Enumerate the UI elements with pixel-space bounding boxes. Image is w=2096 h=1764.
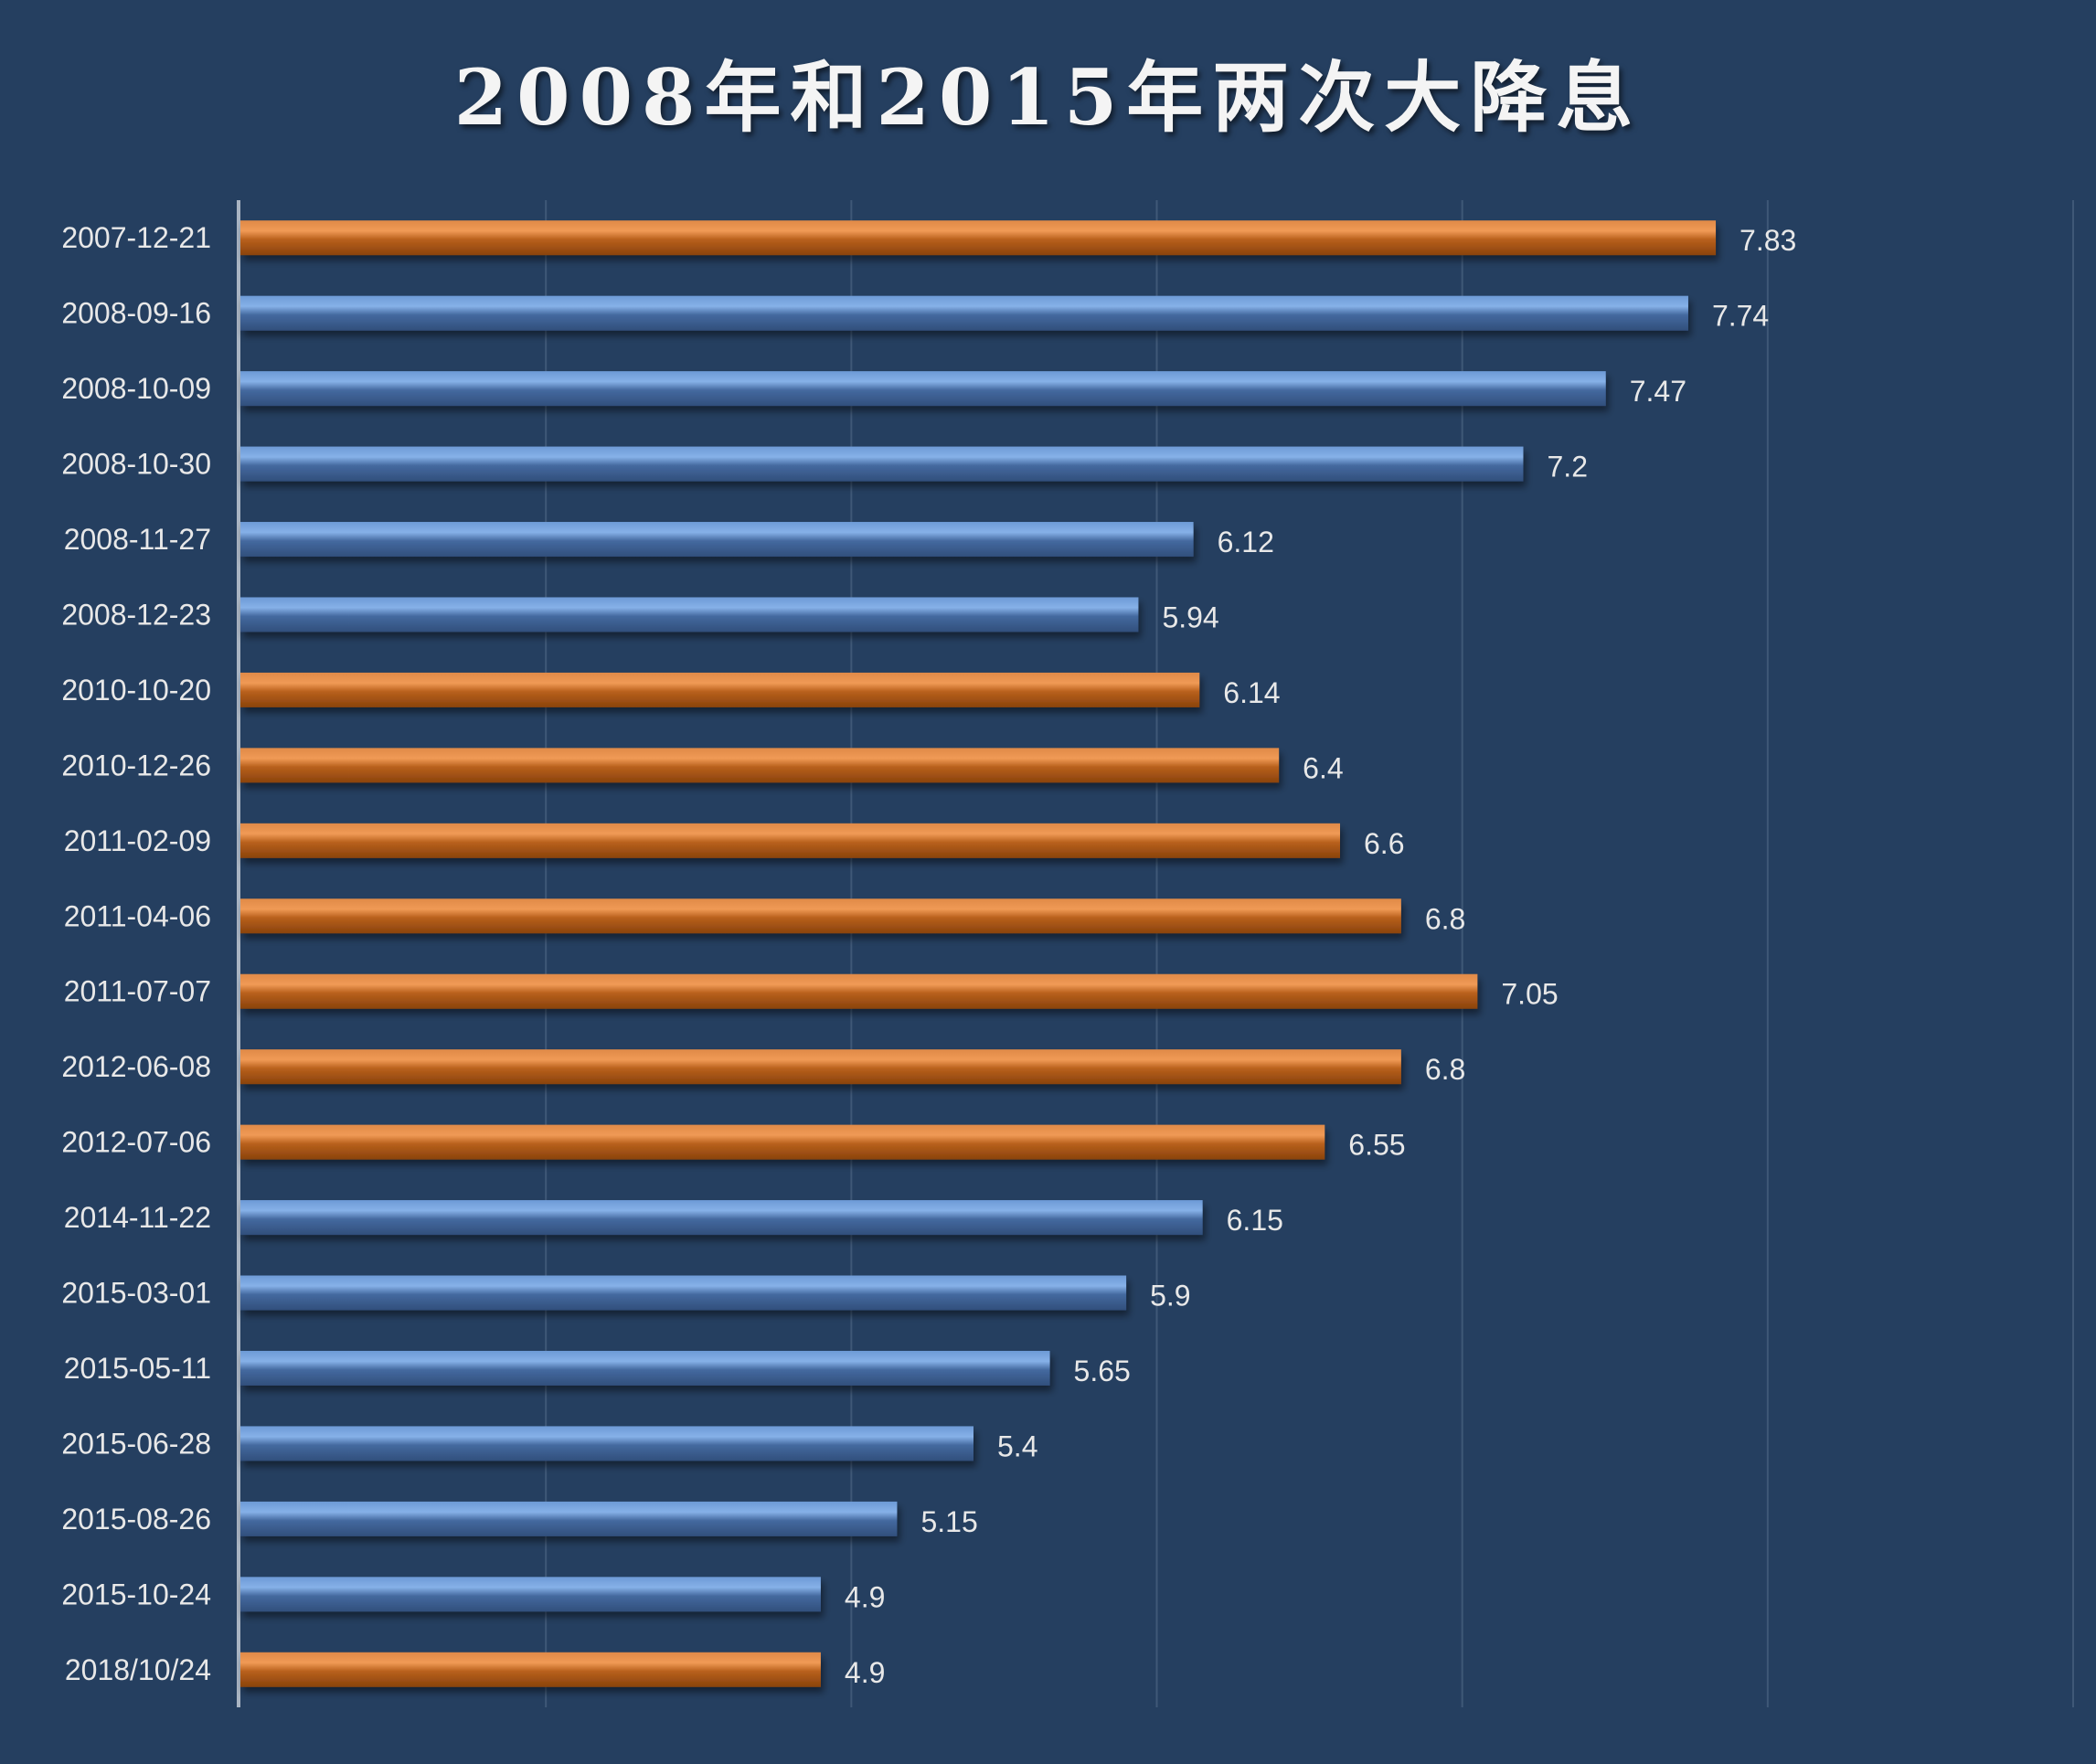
data-label: 6.6 <box>1364 827 1404 860</box>
data-label: 6.12 <box>1218 526 1274 558</box>
category-label: 2015-03-01 <box>61 1277 211 1310</box>
bar-2008-10-30 <box>240 446 1524 482</box>
bar-2008-12-23 <box>240 597 1139 632</box>
data-label: 5.15 <box>920 1505 977 1538</box>
category-label: 2014-11-22 <box>64 1201 211 1234</box>
bar-2007-12-21 <box>240 220 1717 256</box>
category-label: 2008-11-27 <box>64 523 211 556</box>
data-label: 7.83 <box>1740 224 1796 257</box>
category-label: 2008-09-16 <box>61 297 211 330</box>
data-label: 5.9 <box>1150 1280 1190 1312</box>
category-label: 2010-12-26 <box>61 749 211 781</box>
data-label: 6.8 <box>1425 902 1465 935</box>
bar-2015-08-26 <box>240 1501 898 1536</box>
bar-2015-10-24 <box>240 1577 821 1612</box>
bar-2015-03-01 <box>240 1275 1127 1311</box>
data-label: 5.4 <box>997 1429 1037 1462</box>
category-label: 2015-10-24 <box>61 1578 211 1610</box>
bar-2008-10-09 <box>240 371 1606 407</box>
bar-2012-06-08 <box>240 1049 1401 1085</box>
data-label: 6.8 <box>1425 1053 1465 1086</box>
category-label: 2012-07-06 <box>61 1126 211 1159</box>
bar-2014-11-22 <box>240 1200 1203 1236</box>
bar-2015-05-11 <box>240 1350 1050 1386</box>
bar-2011-02-09 <box>240 823 1340 858</box>
data-label: 7.74 <box>1712 300 1769 333</box>
data-label: 4.9 <box>845 1580 885 1613</box>
category-label: 2008-10-30 <box>61 448 211 481</box>
data-label: 5.94 <box>1162 600 1218 633</box>
category-label: 2011-02-09 <box>64 824 211 857</box>
bar-2008-09-16 <box>240 295 1688 331</box>
chart-title: 2008年和2015年两次大降息 <box>453 52 1643 143</box>
data-label: 7.05 <box>1501 978 1558 1011</box>
bar-2010-12-26 <box>240 748 1280 783</box>
data-label: 6.4 <box>1303 751 1343 784</box>
category-label: 2015-08-26 <box>61 1503 211 1536</box>
bar-2018/10/24 <box>240 1652 821 1687</box>
bar-2011-04-06 <box>240 898 1401 934</box>
data-label: 6.55 <box>1348 1129 1405 1162</box>
category-label: 2012-06-08 <box>61 1050 211 1083</box>
category-label: 2015-05-11 <box>64 1352 211 1385</box>
category-label: 2008-10-09 <box>61 372 211 405</box>
category-label: 2007-12-21 <box>61 221 211 254</box>
bar-2010-10-20 <box>240 672 1200 707</box>
data-label: 5.65 <box>1074 1355 1131 1387</box>
bar-2012-07-06 <box>240 1124 1325 1160</box>
data-label: 4.9 <box>845 1656 885 1689</box>
category-label: 2015-06-28 <box>61 1427 211 1460</box>
bar-2015-06-28 <box>240 1426 974 1461</box>
category-label: 2011-04-06 <box>64 899 211 932</box>
category-label: 2011-07-07 <box>64 975 211 1008</box>
bar-2008-11-27 <box>240 522 1194 558</box>
category-label: 2018/10/24 <box>65 1653 211 1686</box>
data-label: 7.2 <box>1548 451 1588 484</box>
data-label: 6.15 <box>1227 1204 1283 1237</box>
bar-2011-07-07 <box>240 973 1478 1009</box>
data-label: 7.47 <box>1630 375 1686 408</box>
data-label: 6.14 <box>1223 676 1280 709</box>
category-label: 2008-12-23 <box>61 598 211 631</box>
category-label: 2010-10-20 <box>61 674 211 707</box>
